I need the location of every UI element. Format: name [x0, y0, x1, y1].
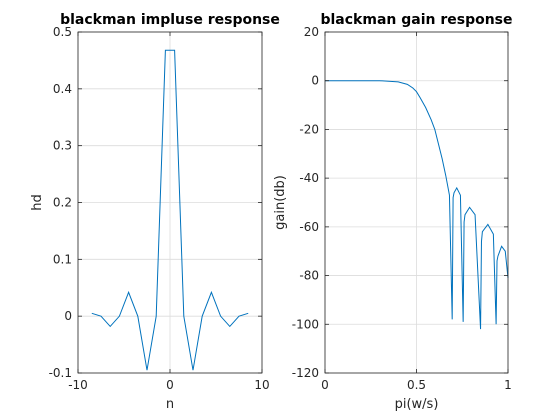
gain-x-tick-label-0: 0	[321, 378, 329, 392]
gain-y-tick-label-2: -80	[299, 269, 319, 283]
impulse-y-tick-label-0: -0.1	[49, 366, 72, 380]
impulse-y-tick-label-2: 0.1	[53, 252, 72, 266]
gain-x-axis-label: pi(w/s)	[395, 397, 439, 412]
gain-y-tick-label-1: -100	[292, 317, 319, 331]
impulse-y-tick-label-4: 0.3	[53, 139, 72, 153]
gain-y-tick-label-4: -40	[299, 171, 319, 185]
impulse-x-axis-label: n	[166, 397, 174, 412]
gain-y-axis-label: gain(db)	[273, 175, 288, 230]
gain-x-tick-label-1: 0.5	[407, 378, 426, 392]
gain-series-line-0	[325, 80, 509, 330]
impulse-x-tick-label-2: 10	[254, 378, 269, 392]
impulse-series-line-0	[91, 49, 249, 371]
impulse-y-tick-label-3: 0.2	[53, 196, 72, 210]
gain-y-tick-label-0: -120	[292, 366, 319, 380]
gain-x-tick-label-2: 1	[504, 378, 512, 392]
gain-y-tick-label-6: 0	[311, 74, 319, 88]
gain-chart-title: blackman gain response	[320, 12, 512, 28]
impulse-y-tick-label-6: 0.5	[53, 25, 72, 39]
impulse-y-tick-label-1: 0	[64, 309, 72, 323]
gain-y-tick-label-3: -60	[299, 220, 319, 234]
gain-y-tick-label-7: 20	[304, 25, 319, 39]
impulse-y-tick-label-5: 0.4	[53, 82, 72, 96]
impulse-x-tick-label-0: -10	[68, 378, 88, 392]
impulse-x-tick-label-1: 0	[166, 378, 174, 392]
gain-y-tick-label-5: -20	[299, 122, 319, 136]
impulse-chart-title: blackman impluse response	[60, 12, 280, 28]
impulse-y-axis-label: hd	[30, 194, 45, 211]
